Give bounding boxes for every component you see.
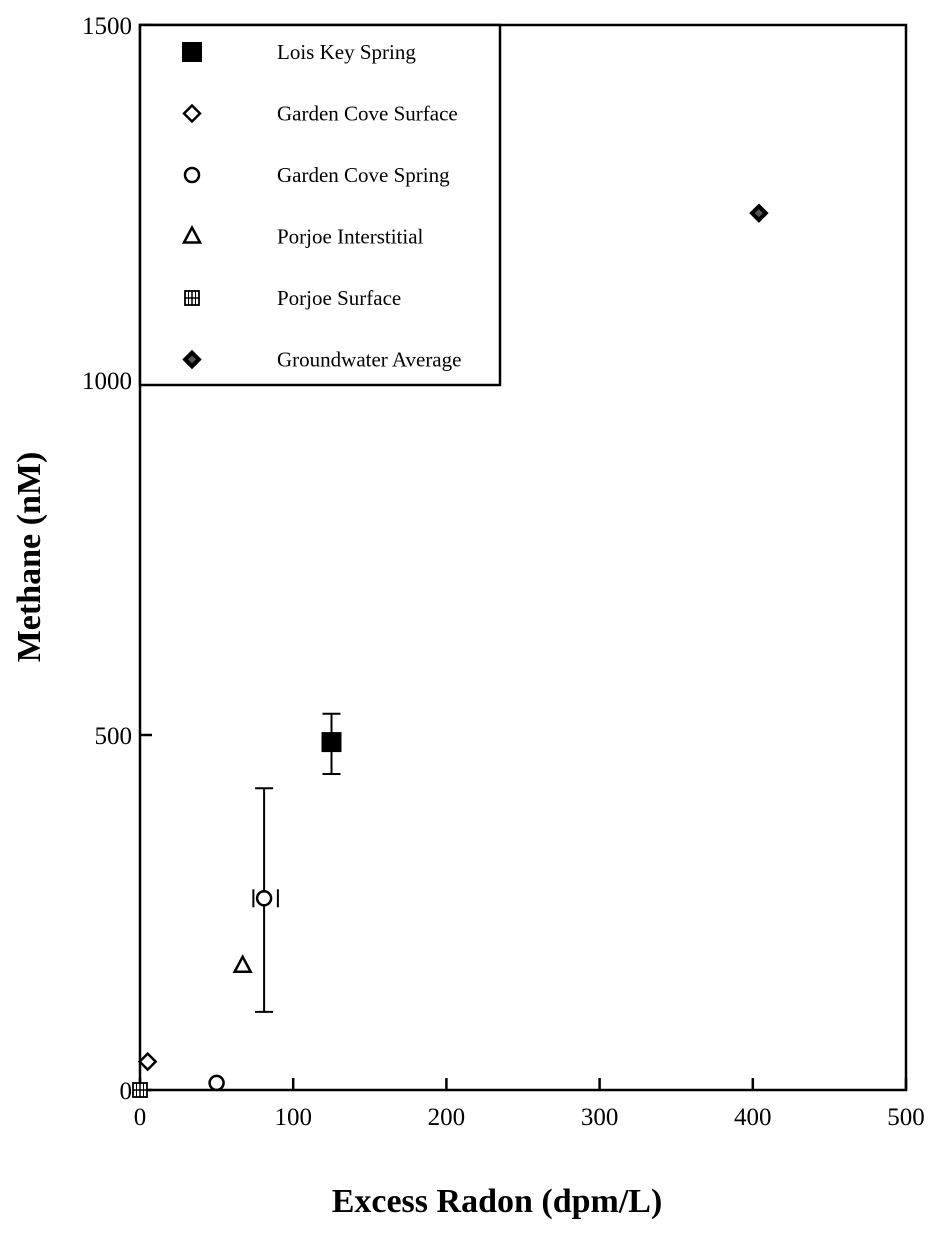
y-axis-title: Methane (nM) — [11, 452, 48, 663]
plot-frame — [138, 23, 908, 1092]
legend-box — [138, 23, 502, 387]
x-tick-label: 500 — [887, 1104, 925, 1131]
data-points — [132, 203, 769, 1098]
marker-shape — [182, 42, 202, 62]
marker-shape — [181, 224, 203, 244]
marker-shape — [255, 890, 273, 907]
legend-marker — [181, 224, 203, 244]
legend-label: Garden Cove Surface — [277, 102, 458, 126]
marker-shape — [183, 166, 201, 184]
data-point — [137, 1051, 158, 1072]
x-tick-label: 200 — [428, 1104, 466, 1131]
legend-label: Garden Cove Spring — [277, 163, 450, 187]
data-point — [132, 1082, 148, 1098]
legend-label: Lois Key Spring — [277, 40, 416, 64]
legend-marker — [183, 166, 201, 184]
y-tick-label: 1000 — [82, 368, 132, 395]
legend-marker — [182, 42, 202, 62]
legend: Lois Key Spring Garden Cove Surface Garden… — [138, 23, 502, 387]
x-axis-title: Excess Radon (dpm/L) — [332, 1183, 663, 1220]
legend-label: Porjoe Surface — [277, 286, 401, 310]
marker-highlight — [754, 209, 763, 218]
marker-shape — [208, 1074, 225, 1092]
x-tick-label: 100 — [274, 1104, 312, 1131]
marker-shape — [321, 732, 342, 753]
marker-shape — [182, 103, 202, 124]
y-tick-label: 0 — [120, 1078, 133, 1105]
x-tick-label: 400 — [734, 1104, 772, 1131]
data-point — [232, 954, 253, 973]
data-point — [208, 1074, 225, 1092]
legend-label: Groundwater Average — [277, 348, 461, 372]
legend-label: Porjoe Interstitial — [277, 225, 424, 249]
marker-highlight — [188, 355, 196, 364]
legend-marker — [184, 290, 200, 306]
x-tick-label: 300 — [581, 1104, 619, 1131]
data-point — [749, 203, 769, 223]
x-tick-label: 0 — [134, 1104, 147, 1131]
marker-shape — [137, 1051, 158, 1072]
y-tick-label: 500 — [95, 723, 133, 750]
data-point — [321, 732, 342, 753]
legend-marker — [182, 103, 202, 124]
x-axis: 0 100 200 300 400 500 — [134, 1078, 925, 1131]
y-tick-label: 1500 — [82, 13, 132, 40]
marker-shape — [232, 954, 253, 973]
data-point — [255, 890, 273, 907]
legend-marker — [182, 349, 202, 370]
